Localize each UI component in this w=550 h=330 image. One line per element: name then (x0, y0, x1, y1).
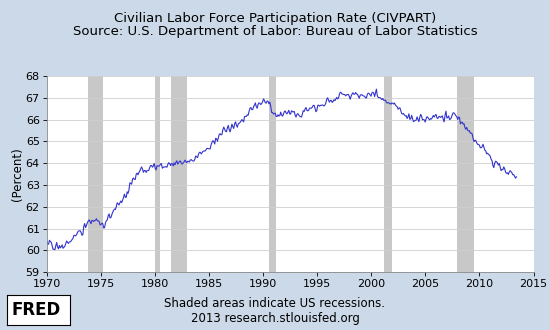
Text: Source: U.S. Department of Labor: Bureau of Labor Statistics: Source: U.S. Department of Labor: Bureau… (73, 25, 477, 38)
Bar (155, 76, 161, 272)
Text: Civilian Labor Force Participation Rate (CIVPART): Civilian Labor Force Participation Rate … (114, 12, 436, 24)
Bar (384, 76, 392, 272)
Bar (88, 76, 103, 272)
Bar (270, 76, 276, 272)
Text: FRED: FRED (12, 301, 61, 318)
Y-axis label: (Percent): (Percent) (12, 147, 24, 201)
Bar (457, 76, 474, 272)
Bar (171, 76, 186, 272)
Text: 2013 research.stlouisfed.org: 2013 research.stlouisfed.org (190, 312, 360, 325)
Text: Shaded areas indicate US recessions.: Shaded areas indicate US recessions. (164, 297, 386, 310)
